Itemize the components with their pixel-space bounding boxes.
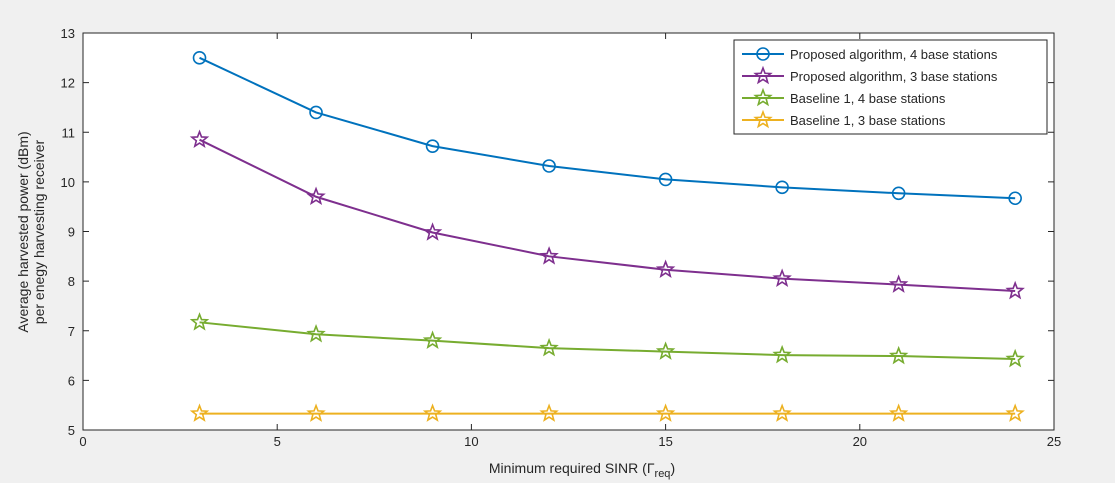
y-tick-label: 6: [68, 373, 75, 388]
data-point-marker: [422, 222, 443, 241]
legend-marker: [753, 109, 773, 129]
legend-label: Baseline 1, 4 base stations: [790, 91, 946, 106]
data-point-marker: [425, 139, 440, 153]
y-axis-label-line2: per enegy harvesting receiver: [31, 139, 47, 324]
legend-box: [733, 39, 1048, 135]
data-point-marker: [189, 403, 210, 422]
series-2: [189, 129, 1025, 300]
y-tick-label: 12: [61, 76, 75, 91]
x-tick-label: 5: [274, 434, 281, 449]
data-point-marker: [189, 312, 210, 331]
data-point-marker: [422, 330, 443, 349]
y-tick-label: 10: [61, 175, 75, 190]
data-point-marker: [422, 403, 443, 422]
legend-marker: [756, 47, 770, 61]
series-line: [199, 56, 1016, 200]
y-tick-label: 9: [68, 225, 75, 240]
legend: Proposed algorithm, 4 base stations Propo…: [733, 39, 1048, 135]
data-point-marker: [772, 344, 792, 364]
data-point-marker: [539, 337, 559, 357]
x-axis-label-subscript: req: [655, 468, 671, 480]
data-point-marker: [309, 105, 323, 120]
series-3: [189, 312, 1025, 368]
data-point-marker: [306, 186, 326, 206]
x-axis-label-close: ): [670, 460, 675, 476]
legend-marker: [753, 87, 773, 107]
x-tick-label: 20: [853, 434, 867, 449]
y-tick-label: 8: [68, 274, 75, 289]
data-point-marker: [306, 403, 326, 422]
x-tick-label: 15: [658, 434, 672, 449]
x-tick-label: 25: [1047, 434, 1061, 449]
y-axis-label-line1: Average harvested power (dBm): [15, 131, 31, 332]
x-tick-label: 0: [79, 434, 86, 449]
data-point-marker: [888, 345, 909, 365]
data-point-marker: [888, 274, 909, 293]
y-tick-label: 5: [68, 423, 75, 438]
data-point-marker: [655, 403, 676, 422]
data-point-marker: [539, 403, 559, 422]
data-point-marker: [1005, 280, 1025, 300]
data-point-marker: [1005, 348, 1025, 368]
data-point-marker: [655, 259, 676, 278]
data-point-marker: [192, 51, 207, 65]
data-point-marker: [775, 180, 789, 195]
x-tick-label: 10: [464, 434, 478, 449]
series-line: [199, 321, 1016, 361]
y-tick-label: 11: [62, 125, 76, 140]
data-point-marker: [542, 159, 556, 173]
legend-item: Proposed algorithm, 3 base stations: [742, 65, 998, 85]
data-point-marker: [658, 172, 673, 187]
data-point-marker: [189, 129, 210, 148]
data-point-marker: [772, 268, 792, 287]
data-point-marker: [306, 323, 326, 343]
data-point-marker: [1005, 403, 1025, 422]
y-tick-label: 7: [68, 324, 75, 339]
legend-item: Baseline 1, 3 base stations: [742, 109, 946, 129]
data-point-marker: [539, 246, 559, 265]
legend-item: Baseline 1, 4 base stations: [742, 87, 946, 107]
plot-area: [189, 51, 1025, 422]
series-1: [192, 51, 1022, 206]
series-4: [189, 403, 1025, 422]
data-point-marker: [772, 403, 792, 422]
data-point-marker: [1008, 191, 1022, 206]
legend-marker: [753, 65, 773, 85]
y-tick-label: 13: [61, 26, 75, 41]
data-point-marker: [888, 403, 909, 422]
legend-label: Baseline 1, 3 base stations: [790, 113, 946, 128]
series-line: [199, 138, 1016, 293]
legend-item: Proposed algorithm, 4 base stations: [742, 47, 998, 62]
legend-label: Proposed algorithm, 4 base stations: [790, 47, 998, 62]
data-point-marker: [891, 186, 906, 201]
x-axis-label: Minimum required SINR (Γreq): [489, 460, 675, 480]
legend-label: Proposed algorithm, 3 base stations: [790, 69, 998, 84]
data-point-marker: [655, 341, 676, 360]
